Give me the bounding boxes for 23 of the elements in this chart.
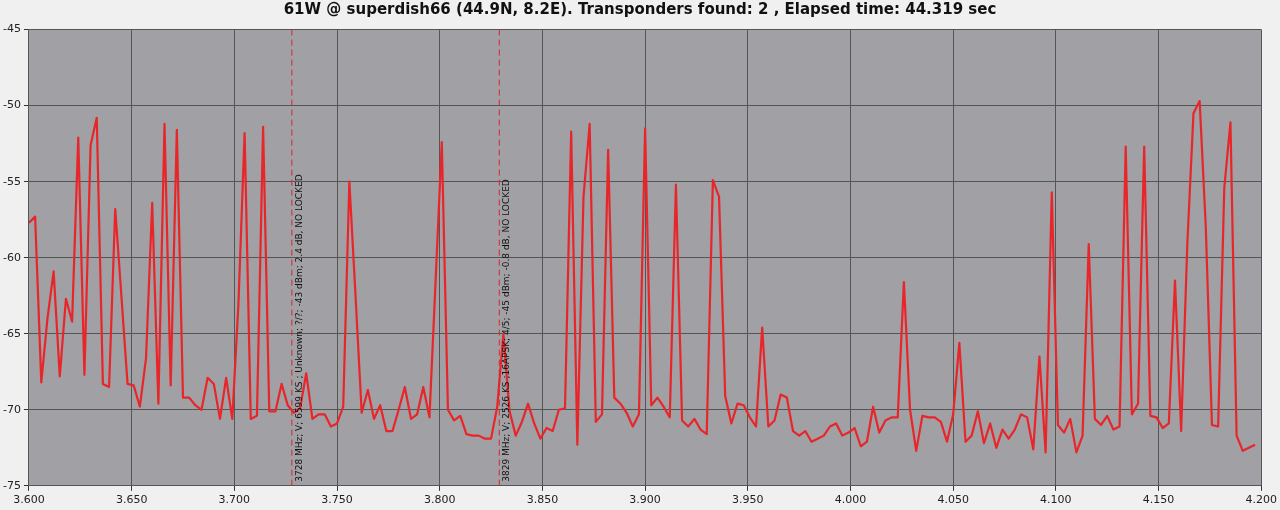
x-tick-label: 3.950 xyxy=(732,493,764,507)
y-tick-label: -70 xyxy=(3,402,21,416)
ref-line-label: 3728 MHz; V; 6599 KS ; Unknown; ?/?; -43 dBm; 2.4 dB, NO LOCKED xyxy=(293,174,304,482)
x-tick-label: 3.650 xyxy=(115,493,148,507)
y-tick-label: -50 xyxy=(3,98,21,112)
x-tick-label: 3.800 xyxy=(423,493,456,507)
x-tick-label: 3.600 xyxy=(13,493,45,507)
y-tick-label: -75 xyxy=(3,478,21,492)
y-tick-label: -55 xyxy=(3,174,21,188)
chart-title: 61W @ superdish66 (44.9N, 8.2E). Transponders found: 2 , Elapsed time: 44.319 sec xyxy=(282,0,998,20)
x-tick-label: 3.700 xyxy=(218,493,251,507)
y-tick-label: -45 xyxy=(3,22,21,36)
x-tick-label: 4.050 xyxy=(937,493,969,507)
x-tick-label: 4.100 xyxy=(1040,493,1072,507)
x-tick-label: 3.900 xyxy=(629,493,661,507)
x-tick-label: 3.750 xyxy=(321,493,353,507)
x-tick-label: 4.150 xyxy=(1142,493,1175,507)
x-tick-label: 3.850 xyxy=(526,493,559,507)
y-tick-label: -65 xyxy=(3,326,21,340)
x-tick-label: 4.200 xyxy=(1245,493,1277,507)
y-tick-label: -60 xyxy=(3,250,21,264)
ref-line-label: 3829 MHz; V; 2526 KS ;16APSK; 4/5; -45 dBm; -0.8 dB, NO LOCKED xyxy=(501,179,512,482)
x-tick-label: 4.000 xyxy=(834,493,867,507)
